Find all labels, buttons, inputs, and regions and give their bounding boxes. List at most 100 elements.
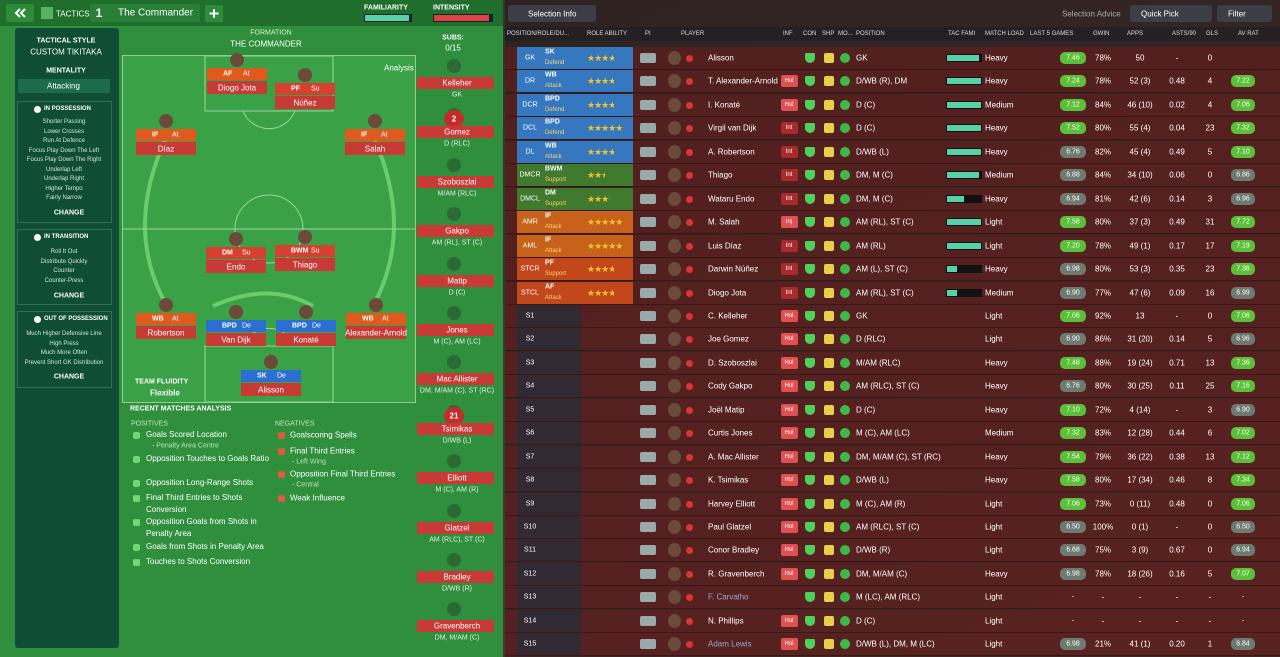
av-rating: 6.96: [1236, 335, 1250, 343]
tactic-slot[interactable]: [90, 4, 200, 22]
pitch-player-name: Salah: [364, 144, 386, 154]
player-status: [686, 430, 693, 438]
position-text: GK: [856, 311, 868, 321]
player-name[interactable]: M. Salah: [708, 217, 740, 227]
asts: 0.49: [1169, 147, 1185, 157]
avrat-badge: [1231, 169, 1255, 182]
player-name[interactable]: D. Szoboszlai: [708, 358, 757, 368]
rating-badge: [1060, 216, 1086, 229]
match-load: Light: [985, 616, 1003, 626]
positive-item: Opposition Goals from Shots in Penalty A…: [146, 517, 257, 538]
player-name[interactable]: Darwin Núñez: [708, 264, 759, 274]
match-load: Heavy: [985, 147, 1008, 157]
player-name[interactable]: Cody Gakpo: [708, 381, 753, 391]
sharpness-icon: [824, 310, 834, 321]
position-text: D/WB (R): [856, 545, 891, 555]
sub-name: Kelleher: [442, 78, 472, 88]
quick-pick-dropdown[interactable]: [1130, 5, 1212, 22]
tactic-name: The Commander: [118, 7, 194, 19]
av-rating: 6.86: [1236, 171, 1250, 179]
player-name[interactable]: Conor Bradley: [708, 545, 760, 555]
change-button[interactable]: CHANGE: [53, 209, 85, 217]
asts: 0.38: [1169, 452, 1185, 462]
player-name[interactable]: Alisson: [708, 53, 734, 63]
player-name[interactable]: Thiago: [708, 170, 733, 180]
condition-icon: [805, 310, 815, 321]
player-name[interactable]: Curtis Jones: [708, 428, 753, 438]
column-header: MATCH LOAD: [985, 31, 1024, 37]
gls: 5: [1207, 147, 1213, 157]
player-name[interactable]: Paul Glatzel: [708, 522, 752, 532]
position-text: AM (RL): [856, 241, 886, 251]
rating-badge: [1060, 567, 1086, 580]
player-name[interactable]: Wataru Endo: [708, 194, 755, 204]
player-name[interactable]: F. Carvalho: [708, 592, 749, 602]
player-name[interactable]: K. Tsimikas: [708, 475, 749, 485]
position-text: DM, M/AM (C), ST (RC): [856, 452, 941, 462]
column-header: POSITION: [856, 31, 885, 37]
gwin: 75%: [1094, 545, 1112, 555]
player-name[interactable]: A. Robertson: [708, 147, 755, 157]
inf-label: Hol: [784, 78, 794, 85]
pi-icon: [640, 264, 656, 275]
player-status: [686, 406, 693, 414]
position-cell: [517, 609, 581, 632]
back-button[interactable]: [6, 4, 34, 22]
sharpness-icon: [824, 357, 834, 368]
player-name[interactable]: A. Mac Allister: [708, 452, 759, 462]
selection-info-dropdown[interactable]: [508, 5, 596, 22]
formation-name: THE COMMANDER: [230, 39, 302, 49]
tac-bar: [947, 148, 981, 155]
position-text: M/AM (RLC): [856, 358, 901, 368]
player-name[interactable]: Diogo Jota: [708, 288, 747, 297]
avrat-badge: [1231, 450, 1255, 463]
player-name[interactable]: I. Konaté: [708, 100, 741, 110]
player-name[interactable]: Luis Díaz: [708, 241, 742, 251]
add-tactic-button[interactable]: [205, 5, 223, 22]
player-name[interactable]: Joe Gomez: [708, 334, 749, 344]
position-cell: [517, 539, 581, 562]
pi-icon: [640, 615, 656, 626]
morale-icon: [840, 639, 850, 650]
player-chip: [275, 96, 335, 109]
table-row: [505, 539, 1280, 563]
negative-item: Weak Influence: [290, 493, 345, 503]
change-button[interactable]: CHANGE: [53, 373, 85, 381]
player-name[interactable]: Virgil van Dijk: [708, 123, 757, 133]
asts: -: [1175, 522, 1179, 532]
condition-icon: [805, 498, 815, 509]
player-name[interactable]: C. Kelleher: [708, 311, 748, 321]
gwin: 21%: [1094, 639, 1112, 649]
mentality-dropdown[interactable]: [18, 79, 110, 93]
rating-badge: [1060, 474, 1086, 487]
position-cell: [517, 281, 633, 304]
pi-icon: [640, 498, 656, 509]
player-name[interactable]: Joël Matip: [708, 405, 745, 415]
sidebar: [15, 28, 119, 648]
player-photo: [668, 355, 681, 370]
position-cell: [517, 117, 633, 140]
player-name[interactable]: R. Gravenberch: [708, 569, 765, 579]
player-name[interactable]: Adam Lewis: [708, 639, 752, 649]
asts: -: [1175, 311, 1179, 321]
sharpness-icon: [824, 639, 834, 650]
last5-rating: 7.06: [1066, 312, 1080, 320]
inf-badge: [781, 75, 798, 88]
filter-dropdown[interactable]: [1217, 5, 1272, 22]
player-photo: [668, 543, 681, 558]
morale-icon: [840, 193, 850, 204]
av-rating: 7.06: [1236, 312, 1250, 320]
player-name[interactable]: T. Alexander-Arnold: [708, 76, 778, 86]
player-name[interactable]: Harvey Elliott: [708, 499, 756, 509]
gls: 6: [1207, 428, 1213, 438]
change-button[interactable]: CHANGE: [53, 292, 85, 300]
position-text: D/WB (R), DM: [856, 76, 908, 86]
player-name[interactable]: N. Phillips: [708, 616, 744, 626]
player-photo: [668, 402, 681, 417]
role-label: IF: [152, 131, 159, 139]
sharpness-icon: [824, 334, 834, 345]
pi-icon: [640, 475, 656, 486]
morale-icon: [840, 217, 850, 228]
sub-position: D (RLC): [444, 140, 470, 148]
player-photo: [298, 68, 312, 82]
